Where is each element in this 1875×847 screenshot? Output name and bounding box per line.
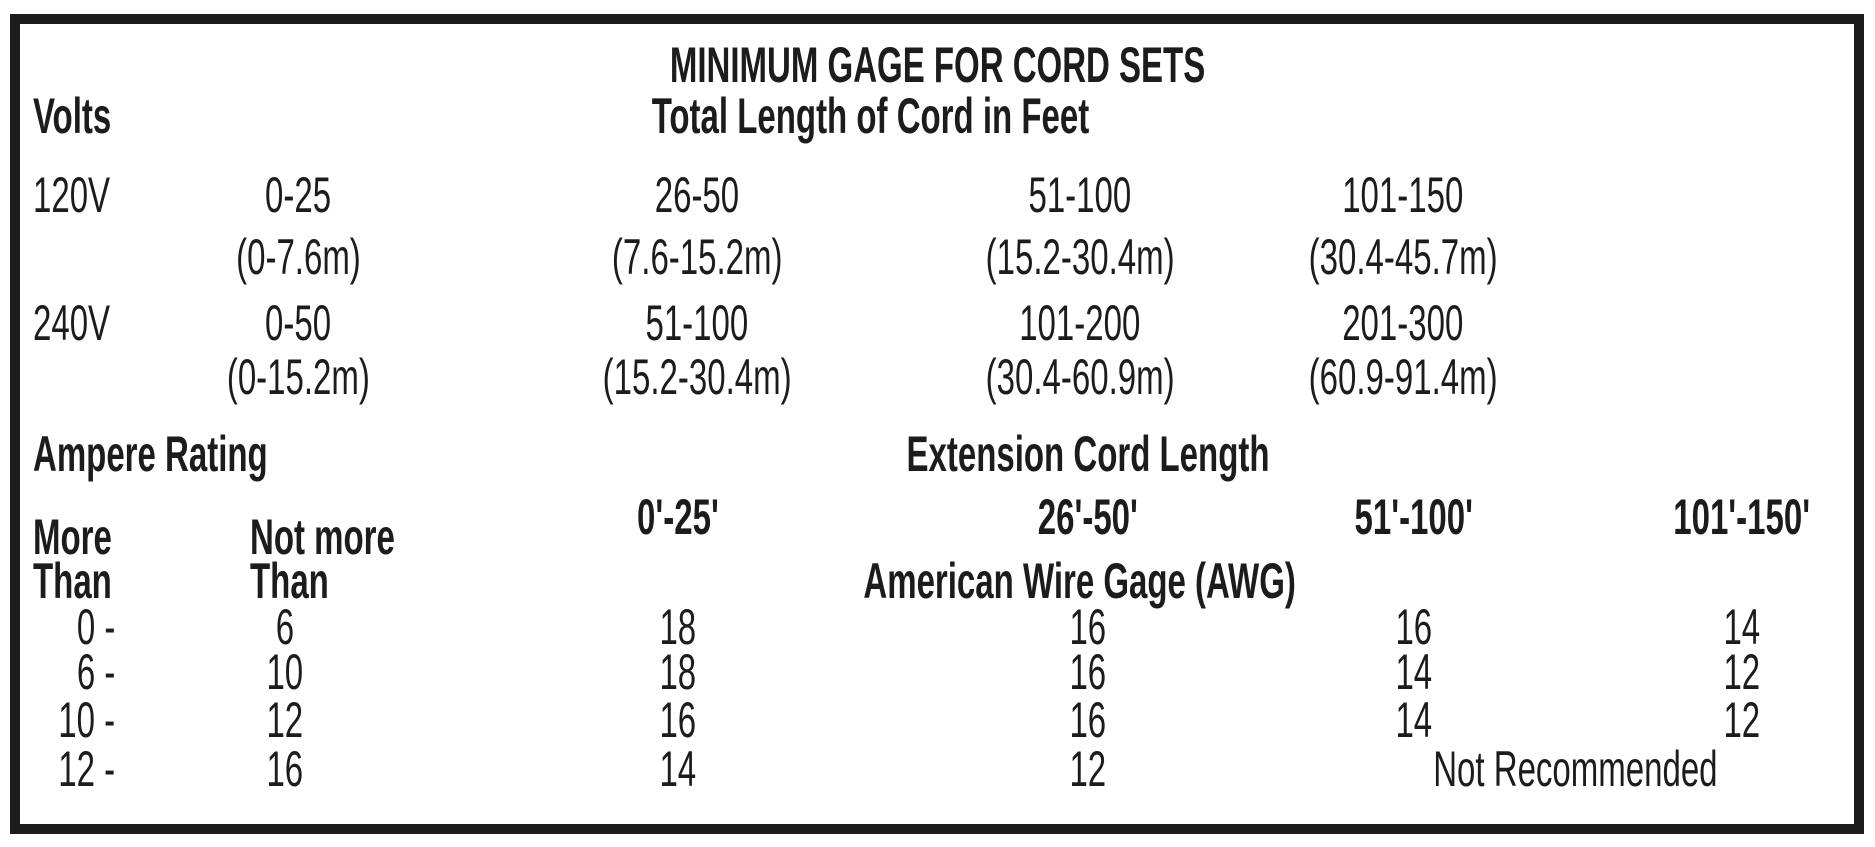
ampere-more-than: 0 -	[76, 599, 115, 655]
cord-length-m: (60.9-91.4m)	[1308, 349, 1498, 405]
cord-length-ft: 51-100	[1028, 167, 1132, 223]
awg-value: 12	[1723, 644, 1761, 700]
cord-length-ft: 26-50	[654, 167, 740, 223]
length-col-header: 0'-25'	[637, 489, 719, 545]
more-than-header-line2: Than	[33, 553, 112, 609]
awg-value: 12	[1069, 741, 1107, 797]
volts-row-label: 240V	[33, 295, 111, 351]
ampere-rating-header: Ampere Rating	[33, 426, 268, 482]
awg-header: American Wire Gage (AWG)	[863, 553, 1297, 609]
length-col-header: 51'-100'	[1354, 489, 1474, 545]
ampere-more-than: 12 -	[58, 741, 115, 797]
awg-value: 18	[659, 644, 697, 700]
awg-value: 16	[1395, 599, 1433, 655]
ampere-not-more-than: 10	[266, 644, 304, 700]
ampere-not-more-than: 6	[275, 599, 295, 655]
awg-value: 16	[659, 692, 697, 748]
awg-value: 14	[1395, 692, 1433, 748]
cord-length-ft: 0-50	[264, 295, 332, 351]
not-recommended-note: Not Recommended	[1432, 741, 1718, 797]
cord-length-m: (0-15.2m)	[226, 349, 370, 405]
table-border	[10, 14, 1864, 834]
cord-length-m: (30.4-60.9m)	[985, 349, 1175, 405]
not-more-than-header-line1: Not more	[250, 509, 395, 565]
awg-value: 16	[1069, 599, 1107, 655]
volts-column-header: Volts	[33, 88, 112, 144]
cord-length-m: (0-7.6m)	[235, 229, 361, 285]
page-title: MINIMUM GAGE FOR CORD SETS	[669, 37, 1206, 93]
cord-length-ft: 0-25	[264, 167, 332, 223]
awg-value: 14	[1723, 599, 1761, 655]
cord-length-m: (30.4-45.7m)	[1308, 229, 1498, 285]
awg-value: 14	[1395, 644, 1433, 700]
cord-length-ft: 201-300	[1342, 295, 1464, 351]
cord-length-ft: 51-100	[645, 295, 749, 351]
volts-row-label: 120V	[33, 167, 111, 223]
total-length-header: Total Length of Cord in Feet	[651, 88, 1089, 144]
extension-cord-length-header: Extension Cord Length	[906, 426, 1270, 482]
awg-value: 16	[1069, 692, 1107, 748]
more-than-header-line1: More	[33, 509, 112, 565]
awg-value: 18	[659, 599, 697, 655]
ampere-more-than: 10 -	[58, 692, 115, 748]
length-col-header: 101'-150'	[1673, 489, 1811, 545]
ampere-not-more-than: 12	[266, 692, 304, 748]
awg-value: 14	[659, 741, 697, 797]
cord-length-m: (7.6-15.2m)	[611, 229, 783, 285]
cord-length-m: (15.2-30.4m)	[602, 349, 792, 405]
cord-length-ft: 101-200	[1019, 295, 1141, 351]
ampere-more-than: 6 -	[76, 644, 115, 700]
cord-length-ft: 101-150	[1342, 167, 1464, 223]
awg-value: 12	[1723, 692, 1761, 748]
length-col-header: 26'-50'	[1037, 489, 1139, 545]
awg-value: 16	[1069, 644, 1107, 700]
ampere-not-more-than: 16	[266, 741, 304, 797]
not-more-than-header-line2: Than	[250, 553, 329, 609]
cord-length-m: (15.2-30.4m)	[985, 229, 1175, 285]
